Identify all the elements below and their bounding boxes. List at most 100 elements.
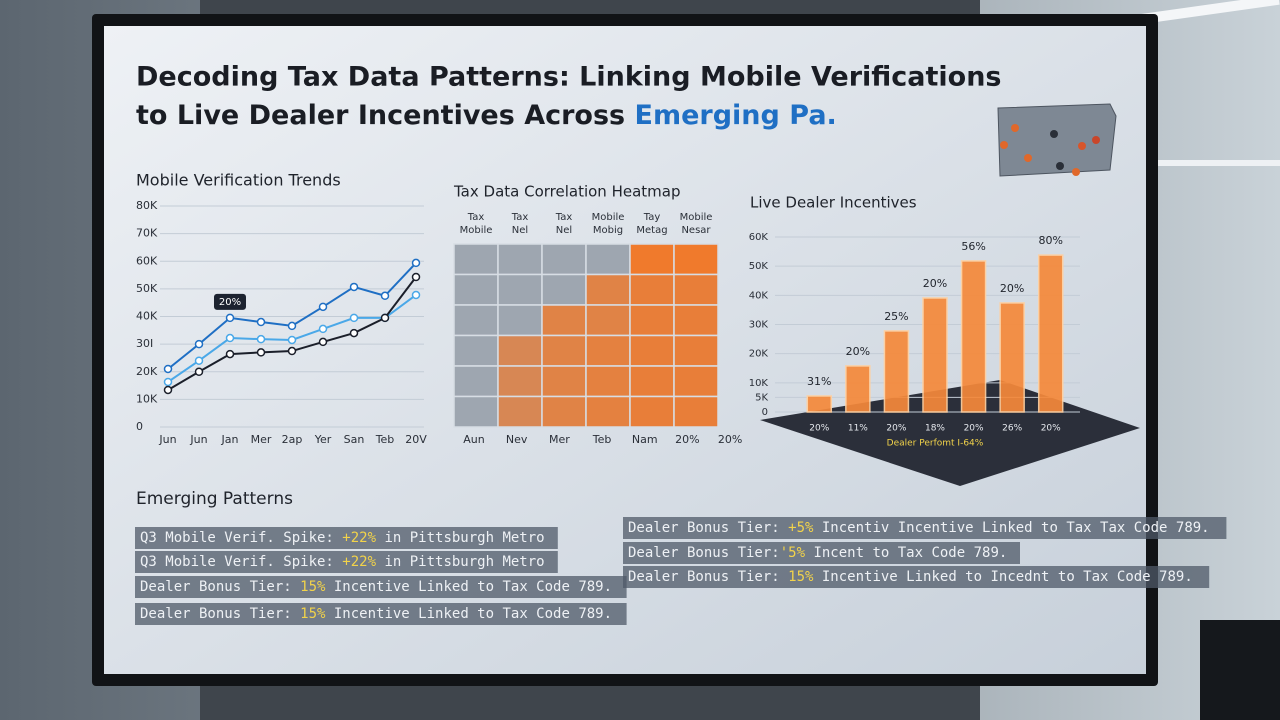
- pattern-box: [135, 527, 558, 549]
- heatmap-cell: [585, 304, 631, 337]
- x-label: 20%: [718, 433, 742, 446]
- heatmap-cell: [629, 273, 675, 306]
- column-label: Mobile: [460, 225, 493, 236]
- heatmap-cell: [629, 304, 675, 337]
- line-point: [225, 313, 235, 323]
- heatmap-cell: [453, 334, 499, 367]
- heatmap-cell: [673, 395, 719, 428]
- bar: [806, 395, 833, 413]
- x-label: Nam: [632, 433, 658, 446]
- heatmap-cell: [585, 273, 631, 306]
- y-tick-label: 50K: [749, 261, 769, 272]
- line-point: [287, 321, 297, 331]
- bar: [1037, 254, 1064, 413]
- line-point: [318, 337, 328, 347]
- bar-annotation: 20%: [1000, 282, 1024, 295]
- chart-title: Tax Data Correlation Heatmap: [453, 183, 681, 201]
- heatmap-cell: [673, 243, 719, 276]
- pattern-segment: Incentiv Incentive Linked to Tax Tax Cod…: [813, 520, 1209, 536]
- pattern-segment: Incent to Tax Code 789.: [805, 545, 1007, 561]
- column-label: Metag: [636, 225, 667, 236]
- line-point: [411, 272, 421, 282]
- heatmap-cell: [453, 395, 499, 428]
- line-point: [349, 313, 359, 323]
- line-point: [287, 346, 297, 356]
- pattern-segment: +5%: [788, 520, 814, 536]
- heatmap-cell: [673, 304, 719, 337]
- pattern-segment: Dealer Bonus Tier:: [140, 579, 300, 595]
- heatmap-cell: [541, 273, 587, 306]
- y-tick-label: 40K: [136, 310, 158, 323]
- line-point: [256, 348, 266, 357]
- heatmap-cell: [497, 334, 543, 367]
- title: to Live Dealer Incentives Across Emergin…: [136, 100, 837, 131]
- y-tick-label: 0: [136, 420, 143, 433]
- column-label: Mobile: [680, 212, 713, 223]
- title-highlight: Emerging Pa.: [635, 100, 837, 131]
- x-label: 20%: [675, 433, 699, 446]
- bar-annotation: 20%: [846, 345, 870, 358]
- x-label: Mer: [549, 433, 570, 446]
- heatmap-cell: [585, 365, 631, 398]
- bar: [845, 365, 871, 413]
- pattern-box: [135, 603, 627, 625]
- callout-box: [214, 293, 246, 310]
- y-tick-label: 20K: [136, 365, 158, 378]
- line-point: [194, 356, 204, 365]
- heatmap-cell: [629, 243, 675, 276]
- pattern-box: [623, 517, 1227, 539]
- y-tick-label: 0: [762, 407, 768, 418]
- bar: [960, 260, 987, 413]
- y-tick-label: 10K: [749, 378, 769, 389]
- heatmap-cell: [541, 334, 587, 367]
- column-label: Tax: [555, 212, 573, 223]
- x-label: Teb: [592, 433, 612, 446]
- heatmap-cell: [497, 273, 543, 306]
- line-point: [380, 313, 390, 323]
- column-label: Tay: [643, 212, 661, 223]
- line-point: [194, 367, 204, 376]
- chair: [1200, 620, 1280, 720]
- heatmap-cell: [585, 243, 631, 276]
- title: Decoding Tax Data Patterns: Linking Mobi…: [136, 62, 1002, 93]
- pattern-segment: Dealer Bonus Tier:: [628, 520, 788, 536]
- x-tick-label: 20%: [886, 424, 906, 434]
- pattern-line: Dealer Bonus Tier:'5% Incent to Tax Code…: [628, 545, 1007, 561]
- column-label: Nesar: [681, 225, 711, 236]
- line-point: [411, 290, 421, 300]
- line-point: [194, 339, 204, 349]
- pattern-segment: 15%: [300, 606, 326, 622]
- heatmap-cell: [673, 365, 719, 398]
- pattern-segment: '5%: [780, 545, 806, 561]
- pattern-box: [623, 566, 1210, 588]
- chart-title: Live Dealer Incentives: [750, 194, 917, 212]
- x-tick-label: 2ap: [282, 433, 303, 446]
- pattern-segment: Incentive Linked to Tax Code 789.: [325, 606, 612, 622]
- pattern-segment: Dealer Bonus Tier:: [628, 569, 788, 585]
- bar-annotation: 20%: [923, 277, 947, 290]
- bar-annotation: 25%: [884, 310, 908, 323]
- y-tick-label: 50K: [136, 282, 158, 295]
- pattern-box: [623, 542, 1020, 564]
- pattern-segment: Dealer Bonus Tier:: [140, 606, 300, 622]
- heatmap-cell: [541, 304, 587, 337]
- heatmap-cell: [629, 365, 675, 398]
- line-point: [318, 324, 328, 334]
- x-tick-label: 18%: [925, 424, 945, 434]
- heatmap-cell: [585, 395, 631, 428]
- y-tick-label: 70K: [136, 227, 158, 240]
- pattern-box: [135, 576, 627, 598]
- x-tick-label: Jan: [221, 433, 239, 446]
- line-point: [380, 291, 390, 301]
- heatmap-cell: [673, 273, 719, 306]
- x-tick-label: Mer: [251, 433, 272, 446]
- y-tick-label: 80K: [136, 199, 158, 212]
- x-tick-label: Teb: [375, 433, 395, 446]
- heatmap-cell: [453, 304, 499, 337]
- heatmap-cell: [453, 243, 499, 276]
- callout-label: 20%: [219, 297, 241, 308]
- heatmap-cell: [453, 365, 499, 398]
- line-point: [318, 302, 328, 312]
- line-point: [163, 364, 173, 374]
